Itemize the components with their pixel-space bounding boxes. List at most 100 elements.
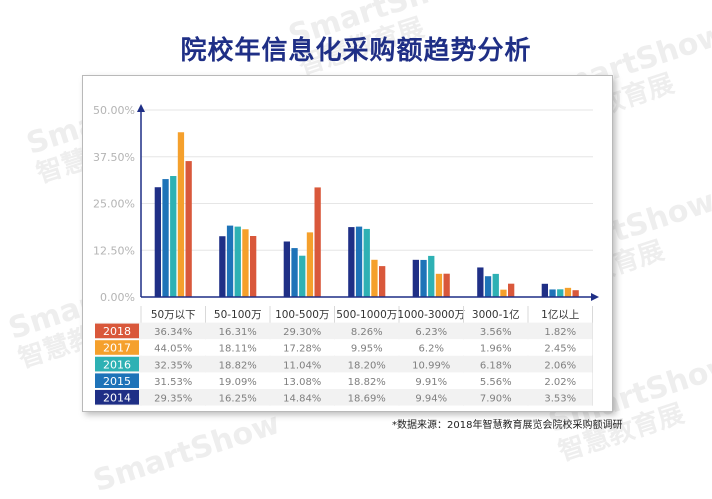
table-cell: 36.34% — [154, 327, 192, 338]
table-cell: 10.99% — [412, 360, 450, 371]
table-legend-swatch — [95, 356, 139, 372]
table-cell: 18.11% — [219, 344, 257, 355]
bar — [443, 273, 450, 297]
bar — [557, 289, 564, 297]
bar — [379, 266, 386, 297]
bar — [283, 241, 290, 297]
table-cell: 18.82% — [348, 377, 386, 388]
bar — [177, 132, 185, 297]
table-cell: 3.56% — [480, 327, 512, 338]
bar — [242, 229, 249, 297]
table-cell: 18.82% — [219, 360, 257, 371]
table-cell: 19.09% — [219, 377, 257, 388]
bar — [428, 255, 435, 297]
y-axis-arrow — [137, 104, 145, 112]
table-cell: 7.90% — [480, 394, 512, 405]
table-cell: 2.06% — [544, 360, 576, 371]
y-tick-label: 0.00% — [100, 291, 135, 304]
bar — [170, 176, 177, 297]
table-cell: 2.02% — [544, 377, 576, 388]
table-cell: 17.28% — [283, 344, 321, 355]
watermark-text: SmartShow — [89, 405, 285, 499]
table-column-header: 1亿以上 — [541, 308, 579, 321]
bar — [500, 289, 507, 297]
table-column-header: 3000-1亿 — [472, 308, 520, 321]
table-row-label: 2016 — [103, 358, 131, 371]
bar — [355, 226, 363, 297]
bar — [348, 227, 355, 297]
bar — [154, 187, 161, 297]
table-row — [95, 355, 593, 373]
table-column-header: 50万以下 — [151, 309, 196, 321]
table-cell: 9.91% — [415, 377, 447, 388]
bar — [371, 259, 378, 297]
table-cell: 18.69% — [348, 394, 386, 405]
table-row — [95, 322, 593, 340]
table-cell: 11.04% — [283, 360, 321, 371]
table-column-header: 1000-3000万 — [397, 309, 465, 321]
bar — [226, 225, 234, 297]
table-cell: 1.82% — [544, 327, 576, 338]
table-legend-swatch — [95, 373, 139, 388]
table-cell: 16.25% — [219, 394, 257, 405]
table-cell: 6.18% — [480, 360, 512, 371]
table-legend-swatch — [95, 390, 139, 405]
table-column-header: 50-100万 — [214, 309, 262, 321]
y-tick-label: 37.50% — [93, 151, 135, 164]
y-tick-label: 25.00% — [93, 198, 135, 211]
table-cell: 6.23% — [415, 327, 447, 338]
bar — [185, 161, 192, 297]
bar — [234, 226, 241, 297]
table-row-label: 2015 — [103, 375, 131, 388]
table-legend-swatch — [95, 323, 139, 339]
bar — [492, 273, 499, 297]
table-cell: 8.26% — [351, 327, 383, 338]
bar — [572, 290, 579, 297]
bar — [162, 179, 169, 297]
bar — [477, 267, 484, 297]
bar — [250, 236, 257, 297]
bar — [420, 259, 427, 297]
table-row-label: 2018 — [103, 325, 131, 338]
y-tick-label: 50.00% — [93, 104, 135, 117]
table-cell: 16.31% — [219, 327, 257, 338]
table-cell: 14.84% — [283, 394, 321, 405]
table-column-header: 500-1000万 — [336, 309, 397, 321]
table-cell: 31.53% — [154, 377, 192, 388]
bar — [299, 255, 306, 297]
bar — [484, 276, 492, 297]
table-row — [95, 389, 593, 406]
bar — [412, 259, 419, 297]
table-cell: 9.95% — [351, 344, 383, 355]
bar — [219, 236, 226, 297]
table-cell: 44.05% — [154, 344, 192, 355]
bar — [306, 232, 314, 297]
chart-panel: 0.00% 12.50% 25.00% 37.50% 50.00% 50万以下 50-100… — [82, 75, 613, 412]
page-title: 院校年信息化采购额趋势分析 — [180, 36, 532, 66]
table-legend-swatch — [95, 340, 139, 355]
table-cell: 18.20% — [348, 360, 386, 371]
bar — [564, 287, 572, 297]
bar — [435, 273, 443, 297]
table-cell: 13.08% — [283, 377, 321, 388]
bar — [291, 248, 298, 297]
table-cell: 32.35% — [154, 360, 192, 371]
table-cell: 5.56% — [480, 377, 512, 388]
table-column-header: 100-500万 — [275, 309, 329, 321]
y-tick-label: 12.50% — [93, 244, 135, 257]
table-row — [95, 372, 593, 389]
table-row-label: 2014 — [103, 392, 131, 405]
table-cell: 2.45% — [544, 344, 576, 355]
table-cell: 29.30% — [283, 327, 321, 338]
bar — [549, 289, 556, 297]
bar — [363, 228, 370, 297]
table-cell: 3.53% — [544, 394, 576, 405]
bar-chart: 0.00% 12.50% 25.00% 37.50% 50.00% 50万以下 50-100… — [93, 104, 599, 406]
bar — [541, 283, 548, 297]
bar — [314, 187, 321, 297]
table-cell: 29.35% — [154, 394, 192, 405]
table-row — [95, 339, 593, 356]
bar — [508, 283, 515, 297]
table-cell: 6.2% — [419, 344, 444, 355]
table-row-label: 2017 — [103, 342, 131, 355]
